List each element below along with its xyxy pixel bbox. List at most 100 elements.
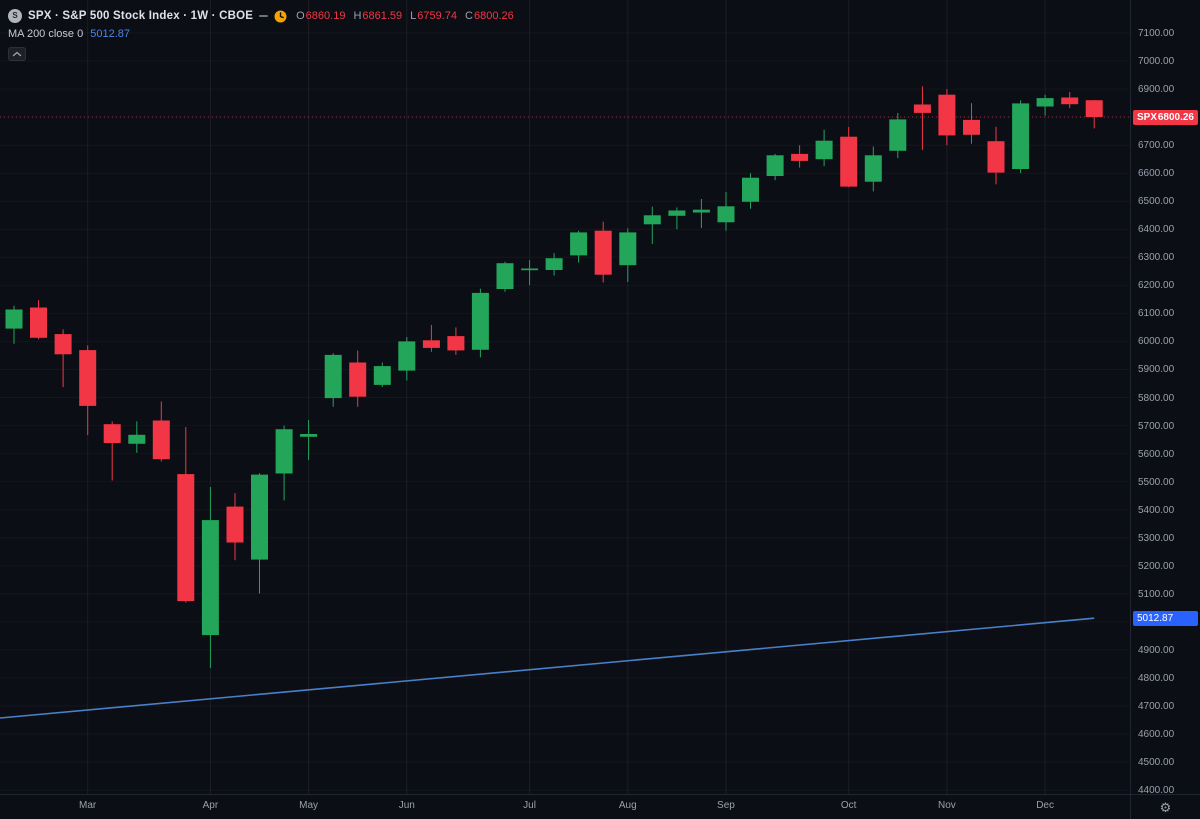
price-axis[interactable]: SPX 6800.26 5012.87 7100.00 7000.00 6900.0… <box>1130 0 1200 797</box>
candle-body[interactable] <box>422 340 440 348</box>
candle-body[interactable] <box>398 341 416 371</box>
ohlc-o: O6860.19 <box>296 10 346 22</box>
price-tick-label: 7000.00 <box>1138 56 1175 68</box>
candle-body[interactable] <box>5 309 23 329</box>
price-tick-label: 5100.00 <box>1138 588 1175 600</box>
candle-body[interactable] <box>840 136 858 187</box>
candle-body[interactable] <box>373 366 391 385</box>
candle-body[interactable] <box>987 141 1005 173</box>
candle-body[interactable] <box>1036 98 1054 107</box>
legend-more-icon[interactable] <box>259 15 269 17</box>
last-price-badge-symbol: SPX <box>1137 111 1158 123</box>
candle-body[interactable] <box>619 232 637 266</box>
price-tick-label: 4900.00 <box>1138 644 1175 656</box>
candle-body[interactable] <box>251 474 268 560</box>
candle-body[interactable] <box>177 474 195 602</box>
candle-body[interactable] <box>103 424 121 443</box>
price-tick-label: 4400.00 <box>1138 785 1175 797</box>
indicator-name[interactable]: MA 200 close 0 <box>8 28 84 40</box>
candle-body[interactable] <box>30 307 47 338</box>
candle-body[interactable] <box>766 155 784 176</box>
candle-body[interactable] <box>963 119 980 135</box>
price-tick-label: 6000.00 <box>1138 336 1175 348</box>
candle-body[interactable] <box>349 362 367 397</box>
time-tick-label: Oct <box>840 800 857 811</box>
candle-body[interactable] <box>938 94 956 136</box>
time-tick-label: Mar <box>79 800 97 811</box>
candle-body[interactable] <box>324 354 342 399</box>
symbol-legend-row[interactable]: S SPX · S&P 500 Stock Index · 1W · CBOE … <box>8 7 514 25</box>
ma200-line[interactable] <box>0 617 1095 719</box>
price-tick-label: 4500.00 <box>1138 757 1175 769</box>
candle-body[interactable] <box>521 268 539 271</box>
time-axis[interactable]: Mar Apr May Jun Jul Aug Sep Oct Nov Dec <box>0 794 1130 819</box>
candle-body[interactable] <box>1012 103 1030 169</box>
time-tick-label: Jun <box>398 800 415 811</box>
candle-body[interactable] <box>496 263 514 289</box>
candle-body[interactable] <box>668 210 686 216</box>
candle-body[interactable] <box>447 336 465 351</box>
price-tick-label: 6500.00 <box>1138 196 1175 208</box>
time-tick-label: Sep <box>717 800 735 811</box>
price-tick-label: 7100.00 <box>1138 28 1175 39</box>
candle-body[interactable] <box>79 350 97 406</box>
time-tick-label: May <box>299 800 319 811</box>
candle-body[interactable] <box>742 177 759 202</box>
legend-collapse-button[interactable] <box>8 47 26 61</box>
candle-body[interactable] <box>594 230 612 275</box>
candle-body[interactable] <box>643 215 661 225</box>
candle-body[interactable] <box>54 334 72 355</box>
candle-body[interactable] <box>815 140 833 160</box>
indicator-legend-row[interactable]: MA 200 close 0 5012.87 <box>8 26 514 42</box>
candle-body[interactable] <box>128 434 146 444</box>
candle-body[interactable] <box>275 429 293 474</box>
price-tick-label: 5400.00 <box>1138 504 1175 516</box>
axis-settings-corner[interactable]: ⚙ <box>1130 794 1200 819</box>
last-price-badge: SPX 6800.26 <box>1133 109 1198 125</box>
price-tick-label: 5600.00 <box>1138 448 1175 460</box>
price-tick-label: 4700.00 <box>1138 700 1175 712</box>
candle-body[interactable] <box>913 104 931 113</box>
candle-body[interactable] <box>545 258 563 270</box>
chart-legend: S SPX · S&P 500 Stock Index · 1W · CBOE … <box>8 7 514 61</box>
price-tick-label: 4800.00 <box>1138 672 1175 684</box>
symbol-title[interactable]: SPX · S&P 500 Stock Index · 1W · CBOE <box>28 10 254 22</box>
price-tick-label: 6900.00 <box>1138 84 1175 96</box>
candle-body[interactable] <box>717 206 735 223</box>
price-tick-label: 5700.00 <box>1138 420 1175 432</box>
gear-icon[interactable]: ⚙ <box>1159 799 1172 815</box>
candle-body[interactable] <box>692 209 710 213</box>
price-tick-label: 4600.00 <box>1138 729 1175 740</box>
price-tick-label: 6300.00 <box>1138 252 1175 264</box>
time-tick-label: Dec <box>1036 800 1054 811</box>
price-tick-label: 6700.00 <box>1138 140 1175 152</box>
ohlc-h: H6861.59 <box>353 10 403 22</box>
candle-body[interactable] <box>152 420 170 460</box>
market-status-icon[interactable] <box>274 10 287 23</box>
candle-body[interactable] <box>300 434 318 437</box>
candle-body[interactable] <box>201 520 219 636</box>
candle-body[interactable] <box>570 232 588 256</box>
price-tick-label: 6400.00 <box>1138 224 1175 236</box>
candle-body[interactable] <box>471 292 489 350</box>
price-tick-label: 5900.00 <box>1138 364 1175 376</box>
price-tick-label: 6600.00 <box>1138 168 1175 180</box>
instrument-logo-icon: S <box>8 9 22 23</box>
time-tick-label: Aug <box>618 800 637 811</box>
ohlc-values: O6860.19 H6861.59 L6759.74 C6800.26 <box>296 10 514 22</box>
candle-body[interactable] <box>889 119 907 151</box>
price-tick-label: 5200.00 <box>1138 560 1175 572</box>
ohlc-l: L6759.74 <box>410 10 458 22</box>
candle-body[interactable] <box>864 155 882 182</box>
candle-body[interactable] <box>1061 97 1079 105</box>
ma-badge-value: 5012.87 <box>1137 612 1174 624</box>
candle-body[interactable] <box>791 153 809 161</box>
chevron-up-icon <box>12 51 22 57</box>
candle-body[interactable] <box>1085 100 1103 117</box>
price-tick-label: 5500.00 <box>1138 476 1175 488</box>
price-tick-label: 5800.00 <box>1138 392 1175 404</box>
ohlc-c: C6800.26 <box>465 10 514 22</box>
candle-body[interactable] <box>226 506 244 543</box>
